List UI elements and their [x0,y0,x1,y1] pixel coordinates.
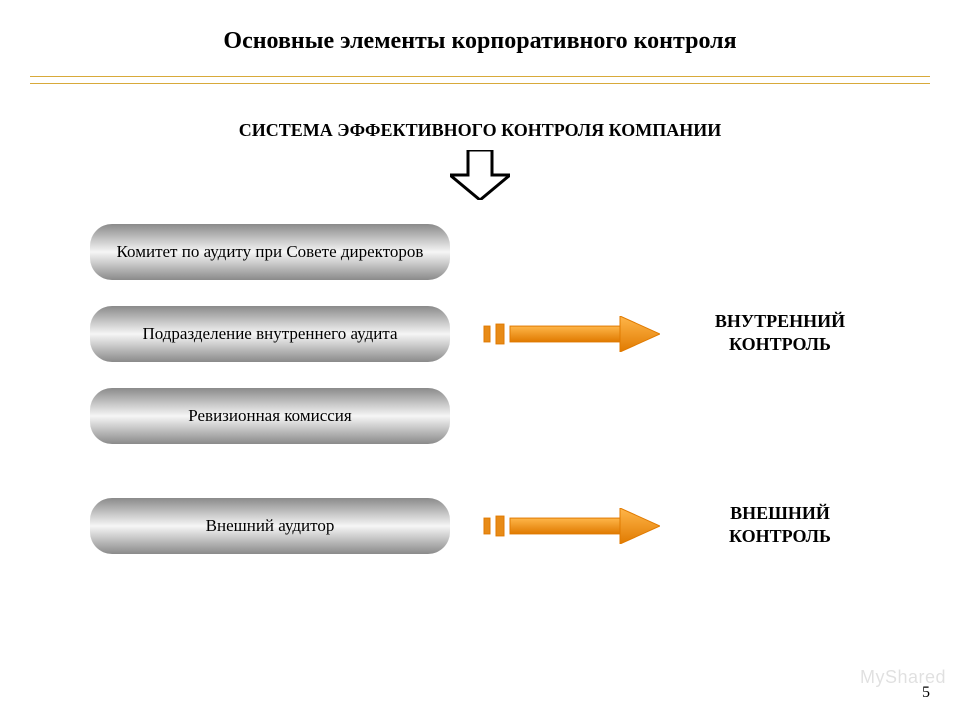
label-internal-line2: КОНТРОЛЬ [729,334,831,354]
page-title: Основные элементы корпоративного контрол… [0,28,960,55]
label-external-line2: КОНТРОЛЬ [729,526,831,546]
pill-revision: Ревизионная комиссия [90,388,450,444]
pill-audit-committee: Комитет по аудиту при Совете директоров [90,224,450,280]
pill-internal-audit: Подразделение внутреннего аудита [90,306,450,362]
subtitle: СИСТЕМА ЭФФЕКТИВНОГО КОНТРОЛЯ КОМПАНИИ [0,120,960,141]
label-internal: ВНУТРЕННИЙ КОНТРОЛЬ [680,310,880,355]
slide: Основные элементы корпоративного контрол… [0,0,960,720]
down-arrow-svg [450,150,510,200]
label-internal-line1: ВНУТРЕННИЙ [715,311,845,331]
down-arrow-icon [450,150,510,205]
title-divider [30,76,930,84]
arrow-external [480,508,660,544]
watermark: MyShared [860,667,946,688]
pill-external-auditor: Внешний аудитор [90,498,450,554]
arrow-internal [480,316,660,352]
label-external: ВНЕШНИЙ КОНТРОЛЬ [680,502,880,547]
label-external-line1: ВНЕШНИЙ [730,503,830,523]
